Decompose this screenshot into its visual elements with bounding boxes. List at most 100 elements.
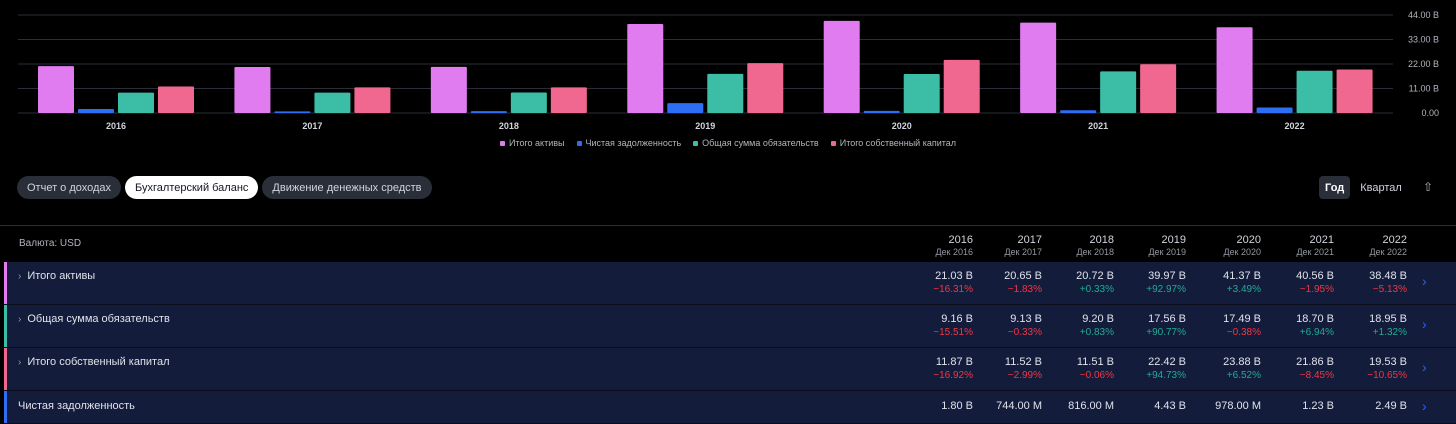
column-year: 2016: [948, 234, 973, 246]
bar[interactable]: [667, 103, 704, 113]
bar[interactable]: [1060, 110, 1097, 113]
currency-label: Валюта: USD: [19, 238, 82, 249]
x-tick-label: 2016: [106, 121, 126, 131]
bar[interactable]: [430, 66, 467, 113]
bar[interactable]: [1216, 27, 1253, 113]
cell-change: −0.33%: [1007, 327, 1042, 338]
row-label-text: Итого активы: [27, 270, 96, 282]
cell-value: 22.42 B: [1148, 356, 1186, 368]
expand-chevron-icon[interactable]: ›: [18, 270, 22, 282]
expand-chevron-icon[interactable]: ›: [18, 356, 22, 368]
column-year: 2017: [1017, 234, 1042, 246]
table-header: Валюта: USD 2016 Дек 2016 2017 Дек 2017 2018…: [4, 226, 1456, 262]
table-row[interactable]: › Общая сумма обязательств 9.16 B 9.13 B 9.2…: [4, 305, 1456, 348]
period-year-button[interactable]: Год: [1319, 176, 1351, 199]
period-switch: Год Квартал: [1319, 176, 1408, 199]
legend-item[interactable]: Общая сумма обязательств: [693, 138, 819, 148]
legend-item[interactable]: Чистая задолженность: [576, 138, 682, 148]
x-tick-label: 2017: [302, 121, 322, 131]
bar[interactable]: [354, 87, 391, 113]
row-color-bar: [4, 262, 7, 304]
row-label-text: Чистая задолженность: [18, 400, 135, 412]
column-year: 2018: [1089, 234, 1114, 246]
cell-change: −1.95%: [1299, 284, 1334, 295]
divider: [0, 225, 1456, 226]
column-date: Дек 2016: [935, 247, 973, 257]
tab-cash-flow[interactable]: Движение денежных средств: [262, 176, 432, 199]
x-tick-label: 2018: [499, 121, 519, 131]
column-year: 2021: [1309, 234, 1334, 246]
share-icon[interactable]: ⇧: [1422, 180, 1434, 194]
y-tick-label: 0.00: [1421, 108, 1439, 118]
bar[interactable]: [627, 23, 664, 114]
bar[interactable]: [903, 74, 940, 113]
bar[interactable]: [747, 63, 784, 113]
column-date: Дек 2022: [1369, 247, 1407, 257]
table-row[interactable]: › Итого собственный капитал 11.87 B 11.52 B…: [4, 348, 1456, 391]
column-year: 2022: [1382, 234, 1407, 246]
cell-value: 816.00 M: [1068, 400, 1114, 412]
legend-label: Итого собственный капитал: [839, 138, 957, 148]
bar[interactable]: [78, 108, 114, 113]
cell-change: −8.45%: [1299, 370, 1334, 381]
y-tick-label: 33.00 B: [1408, 35, 1439, 45]
row-label: › Итого активы: [18, 270, 95, 282]
cell-change: +1.32%: [1372, 327, 1407, 338]
cell-change: −0.06%: [1079, 370, 1114, 381]
bar[interactable]: [1140, 64, 1177, 113]
y-tick-label: 11.00 B: [1409, 84, 1439, 94]
table-row[interactable]: › Итого активы 21.03 B 20.65 B 20.72 B 39.97 …: [4, 262, 1456, 305]
cell-value: 17.49 B: [1223, 313, 1261, 325]
bar[interactable]: [1100, 71, 1137, 113]
bar[interactable]: [118, 92, 154, 113]
legend-label: Чистая задолженность: [585, 138, 682, 148]
row-label-text: Итого собственный капитал: [27, 356, 170, 368]
cell-value: 40.56 B: [1296, 270, 1334, 282]
tab-income-statement[interactable]: Отчет о доходах: [17, 176, 122, 199]
bar[interactable]: [707, 73, 744, 113]
expand-chevron-icon[interactable]: ›: [18, 313, 22, 325]
bar[interactable]: [1296, 70, 1333, 113]
cell-value: 978.00 M: [1215, 400, 1261, 412]
legend-item[interactable]: Итого собственный капитал: [830, 138, 957, 148]
cell-value: 9.13 B: [1010, 313, 1042, 325]
row-label: Чистая задолженность: [18, 400, 135, 412]
legend-swatch: [830, 140, 836, 146]
row-details-arrow-icon[interactable]: ›: [1422, 316, 1427, 332]
bar[interactable]: [823, 20, 860, 113]
bar[interactable]: [863, 110, 900, 113]
row-details-arrow-icon[interactable]: ›: [1422, 359, 1427, 375]
bar[interactable]: [314, 92, 351, 113]
table-row[interactable]: Чистая задолженность 1.80 B 744.00 M 816.00…: [4, 391, 1456, 424]
column-year: 2019: [1161, 234, 1186, 246]
row-details-arrow-icon[interactable]: ›: [1422, 398, 1427, 414]
cell-value: 18.70 B: [1296, 313, 1334, 325]
cell-value: 11.52 B: [1004, 356, 1042, 368]
bar[interactable]: [1020, 22, 1057, 113]
cell-value: 20.72 B: [1076, 270, 1114, 282]
column-date: Дек 2020: [1223, 247, 1261, 257]
bar[interactable]: [1256, 107, 1293, 113]
bar[interactable]: [158, 86, 194, 113]
bar[interactable]: [38, 66, 74, 113]
tab-balance-sheet[interactable]: Бухгалтерский баланс: [125, 176, 259, 199]
cell-change: +92.97%: [1146, 284, 1186, 295]
period-quarter-button[interactable]: Квартал: [1360, 181, 1402, 194]
cell-value: 17.56 B: [1148, 313, 1186, 325]
bar[interactable]: [274, 111, 311, 113]
bar[interactable]: [234, 67, 271, 113]
bar[interactable]: [943, 59, 980, 113]
column-date: Дек 2019: [1148, 247, 1186, 257]
cell-value: 39.97 B: [1148, 270, 1186, 282]
row-details-arrow-icon[interactable]: ›: [1422, 273, 1427, 289]
cell-change: +0.83%: [1079, 327, 1114, 338]
cell-value: 21.86 B: [1296, 356, 1334, 368]
legend-item[interactable]: Итого активы: [499, 138, 565, 148]
legend-label: Итого активы: [508, 138, 565, 148]
cell-change: +6.94%: [1299, 327, 1334, 338]
bar[interactable]: [550, 87, 587, 113]
bar[interactable]: [470, 111, 507, 113]
bar[interactable]: [1336, 69, 1373, 113]
bar[interactable]: [510, 92, 547, 113]
statement-tabs: Отчет о доходах Бухгалтерский баланс Дви…: [17, 176, 432, 199]
